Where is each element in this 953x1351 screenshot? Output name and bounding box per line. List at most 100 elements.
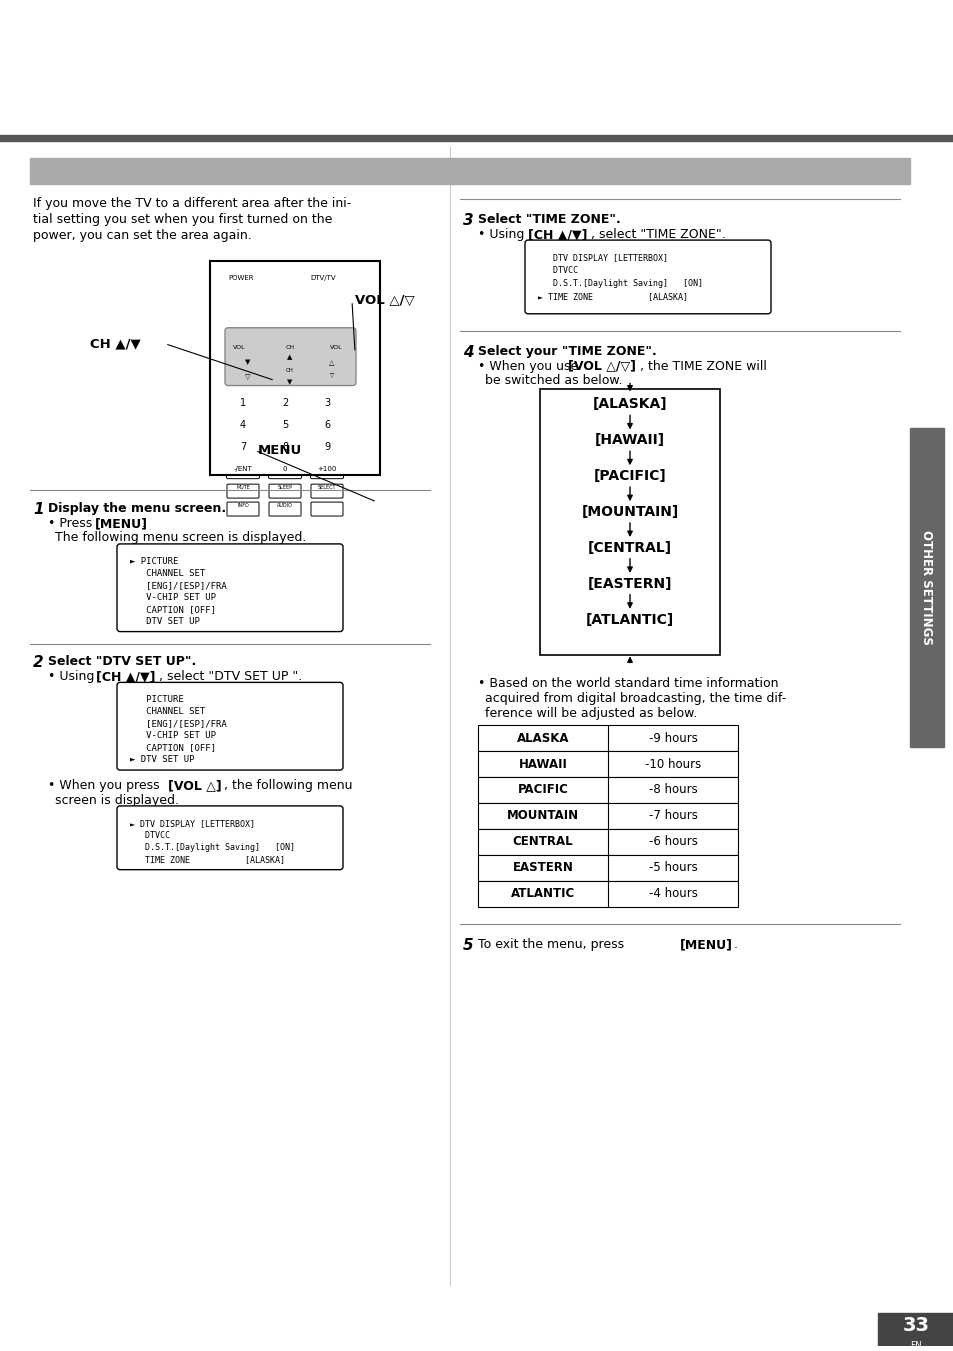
- Bar: [877, 1313, 953, 1346]
- FancyBboxPatch shape: [226, 438, 259, 457]
- Text: V-CHIP SET UP: V-CHIP SET UP: [130, 593, 215, 601]
- Text: -5 hours: -5 hours: [648, 861, 697, 874]
- Text: 7: 7: [239, 442, 246, 453]
- Bar: [477, 725, 738, 751]
- Text: [VOL △]: [VOL △]: [168, 780, 221, 792]
- Text: • Using: • Using: [477, 228, 528, 240]
- Text: PACIFIC: PACIFIC: [517, 784, 568, 797]
- Text: -9 hours: -9 hours: [648, 732, 697, 744]
- Text: SELECT: SELECT: [317, 485, 335, 490]
- FancyBboxPatch shape: [310, 459, 343, 478]
- Text: , select "TIME ZONE".: , select "TIME ZONE".: [590, 228, 725, 240]
- FancyBboxPatch shape: [268, 394, 301, 413]
- Text: [MOUNTAIN]: [MOUNTAIN]: [580, 505, 678, 519]
- Text: -4 hours: -4 hours: [648, 888, 697, 900]
- Text: • Based on the world standard time information: • Based on the world standard time infor…: [477, 677, 778, 690]
- Text: D.S.T.[Daylight Saving]   [ON]: D.S.T.[Daylight Saving] [ON]: [537, 278, 702, 288]
- FancyBboxPatch shape: [210, 261, 379, 476]
- Text: [MENU]: [MENU]: [679, 939, 732, 951]
- FancyBboxPatch shape: [269, 503, 301, 516]
- Text: be switched as below.: be switched as below.: [484, 374, 622, 386]
- Text: 6: 6: [324, 420, 330, 431]
- Text: CH: CH: [285, 345, 294, 350]
- Text: ATLANTIC: ATLANTIC: [511, 888, 575, 900]
- Text: screen is displayed.: screen is displayed.: [55, 794, 179, 807]
- Text: +100: +100: [317, 466, 336, 473]
- Text: -8 hours: -8 hours: [648, 784, 697, 797]
- Text: V-CHIP SET UP: V-CHIP SET UP: [130, 731, 215, 740]
- FancyBboxPatch shape: [226, 416, 259, 435]
- Text: [CENTRAL]: [CENTRAL]: [587, 540, 671, 555]
- Text: CHANNEL SET: CHANNEL SET: [130, 708, 205, 716]
- Text: , the following menu: , the following menu: [224, 780, 352, 792]
- Text: ▽: ▽: [245, 374, 251, 380]
- Text: DTV SET UP: DTV SET UP: [130, 616, 200, 626]
- Text: [ALASKA]: [ALASKA]: [592, 397, 666, 412]
- Text: ▼: ▼: [287, 380, 293, 385]
- Text: 5: 5: [281, 420, 288, 431]
- Text: [ENG]/[ESP]/FRA: [ENG]/[ESP]/FRA: [130, 581, 227, 590]
- Bar: [231, 351, 265, 366]
- Text: ALASKA: ALASKA: [517, 732, 569, 744]
- Text: • When you press: • When you press: [48, 780, 164, 792]
- Text: The following menu screen is displayed.: The following menu screen is displayed.: [55, 531, 306, 544]
- Text: -/ENT: -/ENT: [233, 466, 253, 473]
- FancyBboxPatch shape: [311, 503, 343, 516]
- FancyBboxPatch shape: [117, 544, 343, 631]
- Text: EASTERN: EASTERN: [512, 861, 573, 874]
- FancyBboxPatch shape: [227, 503, 258, 516]
- Text: 33: 33: [902, 1316, 928, 1335]
- Text: TIME ZONE: TIME ZONE: [33, 161, 153, 181]
- Text: 3: 3: [324, 399, 330, 408]
- Text: ference will be adjusted as below.: ference will be adjusted as below.: [484, 708, 697, 720]
- Text: 1: 1: [240, 399, 246, 408]
- Text: acquired from digital broadcasting, the time dif-: acquired from digital broadcasting, the …: [484, 692, 785, 705]
- Text: ▽: ▽: [330, 374, 334, 378]
- Text: MOUNTAIN: MOUNTAIN: [506, 809, 578, 823]
- Text: CH ▲/▼: CH ▲/▼: [90, 338, 141, 350]
- FancyBboxPatch shape: [268, 438, 301, 457]
- Text: [EASTERN]: [EASTERN]: [587, 577, 672, 590]
- Bar: [274, 345, 305, 358]
- Bar: [477, 777, 738, 802]
- Bar: [303, 282, 336, 303]
- Bar: [477, 828, 738, 855]
- Text: If you move the TV to a different area after the ini-: If you move the TV to a different area a…: [33, 197, 351, 211]
- FancyBboxPatch shape: [117, 682, 343, 770]
- Text: VOL: VOL: [330, 345, 342, 350]
- Text: CH: CH: [286, 367, 294, 373]
- Text: ► DTV SET UP: ► DTV SET UP: [130, 755, 194, 765]
- Text: ► DTV DISPLAY [LETTERBOX]: ► DTV DISPLAY [LETTERBOX]: [130, 819, 254, 828]
- Text: • When you use: • When you use: [477, 359, 581, 373]
- Text: POWER: POWER: [228, 276, 253, 281]
- Text: , select "DTV SET UP ".: , select "DTV SET UP ".: [159, 670, 302, 684]
- Bar: [314, 366, 349, 380]
- Text: ► TIME ZONE           [ALASKA]: ► TIME ZONE [ALASKA]: [537, 292, 687, 301]
- FancyBboxPatch shape: [311, 484, 343, 499]
- Text: .: .: [142, 517, 146, 530]
- Text: 0: 0: [282, 466, 287, 473]
- Bar: [231, 366, 265, 380]
- Text: [ENG]/[ESP]/FRA: [ENG]/[ESP]/FRA: [130, 719, 227, 728]
- Text: MENU: MENU: [257, 443, 302, 457]
- Text: -10 hours: -10 hours: [644, 758, 700, 770]
- Text: 2: 2: [33, 655, 44, 670]
- Text: INFO: INFO: [237, 503, 249, 508]
- Text: [CH ▲/▼]: [CH ▲/▼]: [527, 228, 587, 240]
- Text: DTV/TV: DTV/TV: [310, 276, 335, 281]
- Text: tial setting you set when you first turned on the: tial setting you set when you first turn…: [33, 213, 332, 226]
- Text: Select "TIME ZONE".: Select "TIME ZONE".: [477, 213, 620, 226]
- Text: DTV DISPLAY [LETTERBOX]: DTV DISPLAY [LETTERBOX]: [537, 253, 667, 262]
- Text: To exit the menu, press: To exit the menu, press: [477, 939, 627, 951]
- Bar: [274, 361, 305, 373]
- Text: 2: 2: [281, 399, 288, 408]
- Bar: [477, 881, 738, 907]
- Text: ▲: ▲: [287, 354, 293, 359]
- Text: [PACIFIC]: [PACIFIC]: [593, 469, 666, 484]
- Text: EN: EN: [909, 1342, 921, 1350]
- Text: 5: 5: [462, 939, 473, 954]
- Bar: [0, 135, 953, 142]
- Text: VOL △/▽: VOL △/▽: [355, 295, 415, 307]
- Text: AUDIO: AUDIO: [276, 503, 293, 508]
- FancyBboxPatch shape: [117, 807, 343, 870]
